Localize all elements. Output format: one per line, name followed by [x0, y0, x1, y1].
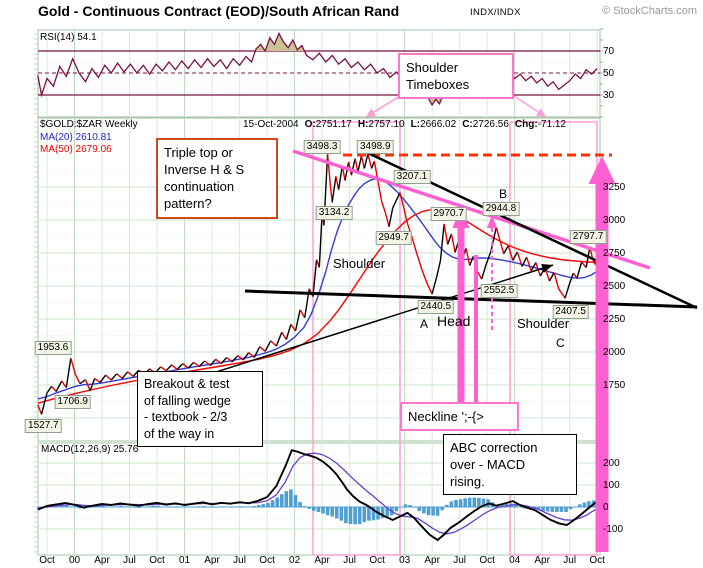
price-axis-tick: 2000 — [603, 346, 626, 358]
macd-axis-tick: 200 — [603, 457, 620, 469]
rsi-axis-tick: 30 — [603, 89, 615, 101]
x-axis-tick: Apr — [424, 555, 440, 566]
macd-axis-tick: -100 — [603, 523, 624, 535]
rsi-axis-tick: 50 — [603, 67, 615, 79]
x-axis-tick: 02 — [289, 555, 301, 566]
ohlc-value: O:2751.17 — [304, 119, 352, 130]
annotation-breakout: Breakout & test of falling wedge - textb… — [137, 371, 263, 447]
pattern-letter: B — [499, 187, 508, 201]
ma20-legend: MA(20) 2610.81 — [40, 132, 112, 143]
x-axis-tick: Apr — [204, 555, 220, 566]
annotation-shoulder-timeboxes: Shoulder Timeboxes — [398, 53, 514, 100]
price-callout-label: 2970.7 — [430, 207, 467, 221]
x-axis-tick: Apr — [314, 555, 330, 566]
symbol-type-label: INDX/INDX — [470, 7, 521, 18]
x-axis-tick: 04 — [509, 555, 521, 566]
price-callout-label: 1527.7 — [25, 419, 62, 433]
ticker-symbol: $GOLD:$ZAR Weekly — [40, 119, 138, 130]
x-axis-tick: Jul — [123, 555, 136, 566]
price-callout-label: 3134.2 — [315, 206, 353, 220]
x-axis-tick: 03 — [399, 555, 411, 566]
x-axis-tick: Oct — [589, 555, 605, 566]
x-axis-tick: Oct — [479, 555, 495, 566]
x-axis-tick: Jul — [233, 555, 246, 566]
page-title: Gold - Continuous Contract (EOD)/South A… — [38, 3, 400, 19]
price-callout-label: 2552.5 — [480, 284, 518, 298]
price-axis-tick: 2750 — [603, 247, 626, 259]
copyright-text: © StockCharts.com — [602, 5, 697, 17]
annotation-neckline: Neckline ';-{> — [400, 402, 519, 432]
price-callout-label: 3498.9 — [356, 140, 394, 154]
x-axis-tick: 00 — [68, 555, 81, 566]
pattern-letter: Shoulder — [333, 256, 386, 271]
quote-date: 15-Oct-2004 — [243, 119, 299, 130]
annotation-triple-top: Triple top or Inverse H & S continuation… — [156, 138, 278, 219]
x-axis-tick: Apr — [94, 555, 110, 566]
price-axis-tick: 3250 — [603, 181, 626, 193]
x-axis-tick: Jul — [453, 555, 467, 566]
price-callout-label: 2944.8 — [482, 202, 520, 216]
x-axis-tick: Oct — [149, 555, 165, 566]
price-axis-tick: 3000 — [603, 214, 626, 226]
x-axis-tick: Oct — [39, 555, 55, 566]
price-callout-label: 1706.9 — [54, 395, 91, 409]
ohlc-value: H:2757.10 — [357, 119, 405, 130]
pattern-letter: A — [420, 317, 429, 331]
ohlc-value: L:2666.02 — [410, 119, 457, 130]
price-callout-label: 1953.6 — [34, 341, 72, 355]
ohlc-value: Chg:-71.12 — [514, 119, 567, 130]
macd-axis-tick: 100 — [603, 479, 620, 491]
price-callout-label: 3498.3 — [303, 140, 341, 154]
x-axis-tick: Apr — [534, 555, 550, 566]
annotation-abc-correction: ABC correction over - MACD rising. — [443, 434, 577, 496]
price-callout-label: 2797.7 — [569, 230, 607, 244]
price-axis-tick: 1750 — [603, 379, 626, 391]
price-axis-tick: 2250 — [603, 313, 626, 325]
ma50-legend: MA(50) 2679.06 — [40, 144, 112, 155]
x-axis-tick: Jul — [343, 555, 357, 566]
price-callout-label: 2407.5 — [552, 305, 589, 319]
x-axis-tick: Oct — [369, 555, 385, 566]
price-callout-label: 2440.5 — [417, 300, 455, 314]
price-callout-label: 3207.1 — [393, 170, 431, 184]
macd-axis-tick: 0 — [603, 501, 609, 513]
price-callout-label: 2949.7 — [375, 231, 412, 245]
macd-indicator-label: MACD(12,26,9) 25.76 — [41, 444, 139, 455]
x-axis-tick: Jul — [563, 555, 577, 566]
rsi-axis-tick: 70 — [603, 45, 615, 57]
x-axis-tick: Oct — [259, 555, 275, 566]
ohlc-row: 15-Oct-2004 O:2751.17 H:2757.10 L:2666.02 C:… — [243, 119, 566, 130]
x-axis-tick: 01 — [178, 555, 191, 566]
ohlc-value: C:2726.56 — [462, 119, 509, 130]
pattern-letter: C — [556, 336, 565, 350]
price-axis-tick: 2500 — [603, 280, 626, 292]
rsi-indicator-label: RSI(14) 54.1 — [40, 32, 97, 43]
pattern-letter: Shoulder — [517, 316, 570, 331]
pattern-letter: Head — [437, 313, 471, 329]
